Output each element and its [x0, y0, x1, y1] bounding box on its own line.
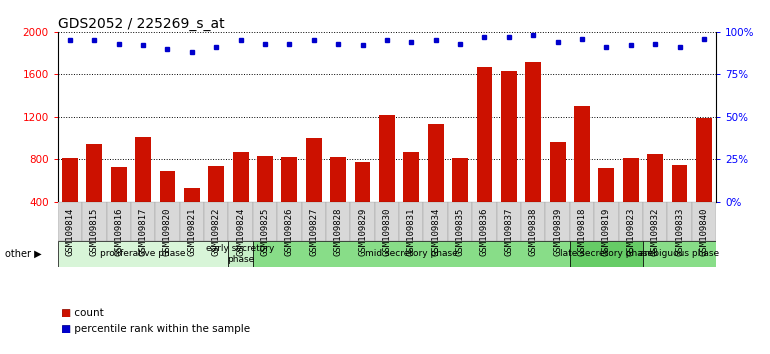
Text: GSM109822: GSM109822 [212, 207, 221, 256]
Bar [277, 202, 302, 241]
Text: GSM109821: GSM109821 [187, 207, 196, 256]
Bar [330, 157, 346, 244]
Bar [696, 118, 711, 244]
Text: GSM109817: GSM109817 [139, 207, 148, 256]
Bar [282, 157, 297, 244]
Bar [574, 106, 590, 244]
Bar [253, 202, 277, 241]
Bar [179, 202, 204, 241]
Bar [204, 202, 229, 241]
Text: GSM109837: GSM109837 [504, 207, 514, 256]
Bar [643, 241, 716, 267]
Bar [550, 142, 565, 244]
Text: GSM109834: GSM109834 [431, 207, 440, 256]
Bar [355, 162, 370, 244]
Text: ■ count: ■ count [58, 308, 103, 318]
Bar [623, 158, 638, 244]
Text: proliferative phase: proliferative phase [100, 250, 186, 258]
Bar [156, 202, 179, 241]
Text: GSM109835: GSM109835 [456, 207, 464, 256]
Text: GSM109827: GSM109827 [310, 207, 318, 256]
Text: mid secretory phase: mid secretory phase [365, 250, 457, 258]
Bar [618, 202, 643, 241]
Bar [448, 202, 472, 241]
Bar [424, 202, 448, 241]
Text: GSM109818: GSM109818 [578, 207, 587, 256]
Text: early secretory
phase: early secretory phase [206, 244, 275, 264]
Text: GSM109836: GSM109836 [480, 207, 489, 256]
Text: GSM109831: GSM109831 [407, 207, 416, 256]
Text: GSM109814: GSM109814 [65, 207, 75, 256]
Text: GSM109828: GSM109828 [333, 207, 343, 256]
Bar [58, 202, 82, 241]
Bar [428, 124, 444, 244]
Text: GSM109816: GSM109816 [114, 207, 123, 256]
Bar [545, 202, 570, 241]
Text: GSM109825: GSM109825 [260, 207, 269, 256]
Bar [58, 241, 229, 267]
Bar [326, 202, 350, 241]
Bar [501, 71, 517, 244]
Bar [403, 152, 419, 244]
Text: GSM109833: GSM109833 [675, 207, 684, 256]
Bar [253, 241, 570, 267]
Bar [452, 158, 468, 244]
Bar [521, 202, 545, 241]
Text: GSM109830: GSM109830 [383, 207, 391, 256]
Bar [570, 241, 643, 267]
Bar [643, 202, 668, 241]
Bar [671, 165, 688, 244]
Bar [136, 137, 151, 244]
Bar [594, 202, 618, 241]
Text: GSM109838: GSM109838 [529, 207, 537, 256]
Bar [302, 202, 326, 241]
Text: ■: ■ [58, 308, 71, 318]
Bar [131, 202, 156, 241]
Bar [306, 138, 322, 244]
Text: late secretory phase: late secretory phase [560, 250, 653, 258]
Text: GSM109826: GSM109826 [285, 207, 294, 256]
Bar [86, 144, 102, 244]
Bar [525, 62, 541, 244]
Bar [184, 188, 199, 244]
Text: ■ percentile rank within the sample: ■ percentile rank within the sample [58, 324, 250, 334]
Bar [570, 202, 594, 241]
Text: other ▶: other ▶ [5, 249, 42, 259]
Text: GSM109832: GSM109832 [651, 207, 660, 256]
Bar [497, 202, 521, 241]
Bar [648, 154, 663, 244]
Bar [106, 202, 131, 241]
Text: GSM109839: GSM109839 [553, 207, 562, 256]
Text: GDS2052 / 225269_s_at: GDS2052 / 225269_s_at [58, 17, 224, 31]
Bar [399, 202, 424, 241]
Text: GSM109840: GSM109840 [699, 207, 708, 256]
Bar [350, 202, 375, 241]
Text: GSM109820: GSM109820 [163, 207, 172, 256]
Bar [209, 166, 224, 244]
Bar [691, 202, 716, 241]
Bar [477, 67, 492, 244]
Bar [159, 171, 176, 244]
Text: GSM109815: GSM109815 [90, 207, 99, 256]
Bar [668, 202, 691, 241]
Bar [229, 202, 253, 241]
Bar [229, 241, 253, 267]
Text: GSM109824: GSM109824 [236, 207, 245, 256]
Bar [62, 158, 78, 244]
Text: GSM109823: GSM109823 [626, 207, 635, 256]
Text: GSM109829: GSM109829 [358, 207, 367, 256]
Bar [257, 156, 273, 244]
Text: ambiguous phase: ambiguous phase [639, 250, 720, 258]
Bar [472, 202, 497, 241]
Bar [379, 115, 395, 244]
Text: ■: ■ [58, 324, 71, 334]
Bar [375, 202, 399, 241]
Bar [233, 152, 249, 244]
Bar [111, 167, 126, 244]
Bar [598, 168, 614, 244]
Bar [82, 202, 106, 241]
Text: GSM109819: GSM109819 [602, 207, 611, 256]
